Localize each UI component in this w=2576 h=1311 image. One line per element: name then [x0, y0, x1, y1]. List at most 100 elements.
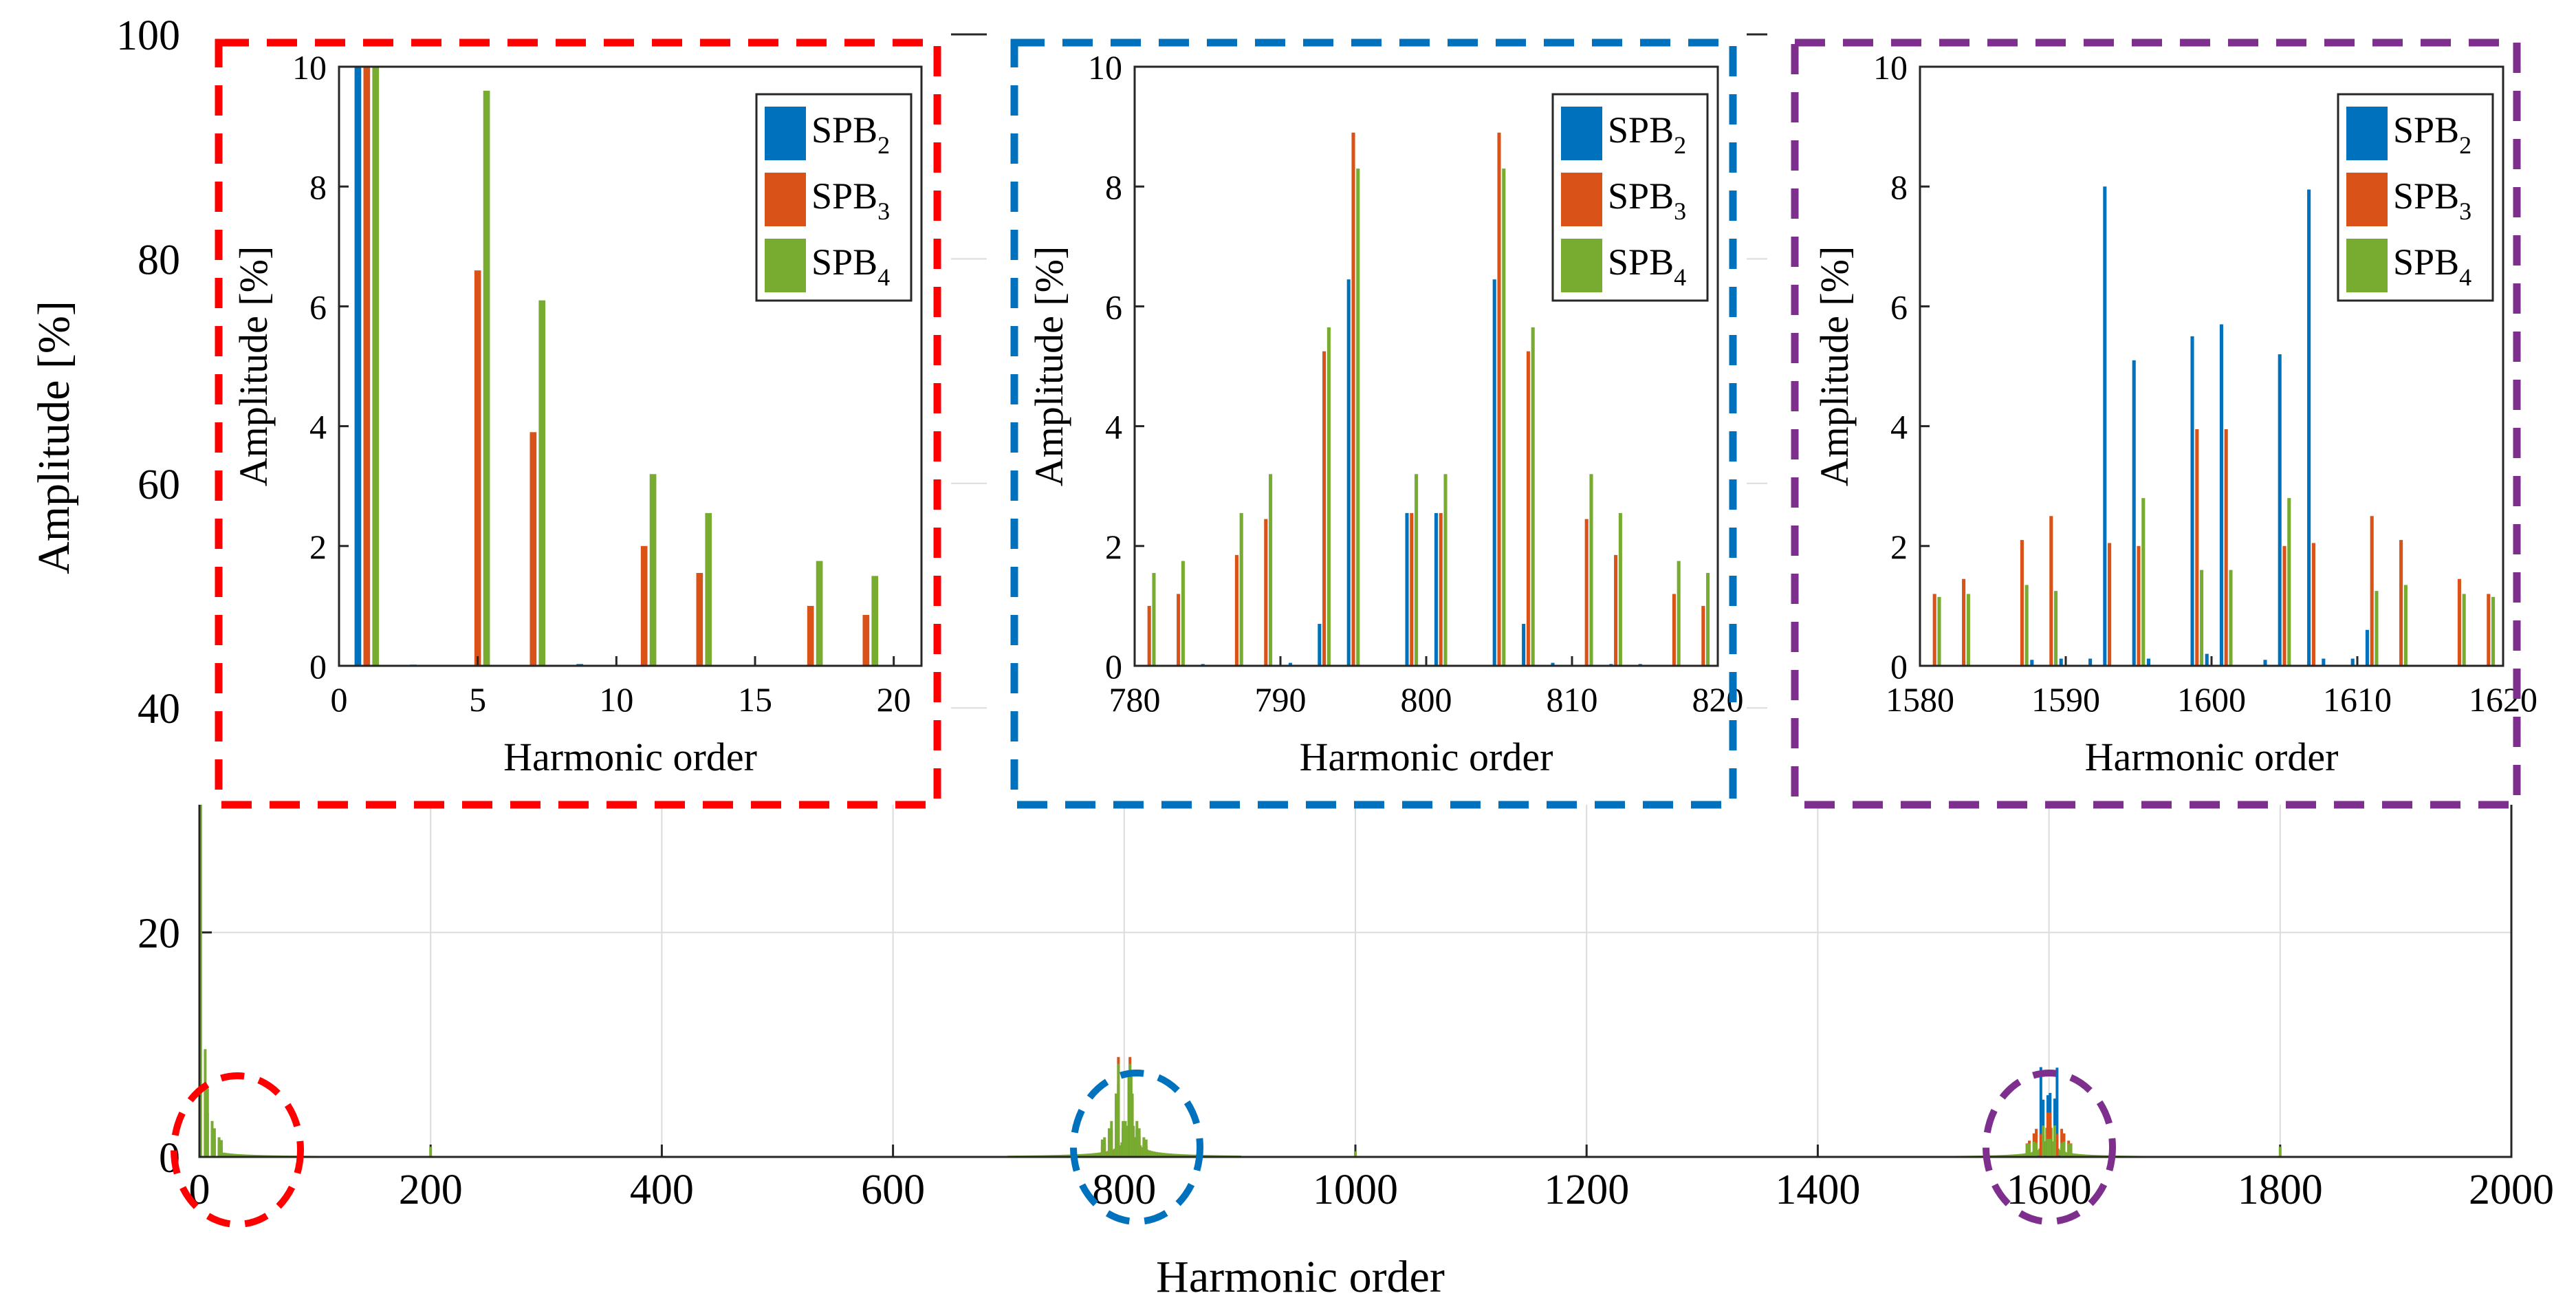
- overview-bar-spb4: [1060, 1154, 1064, 1157]
- overview-bar-spb4: [1159, 1152, 1163, 1157]
- bar-spb2: [2190, 336, 2194, 666]
- bar-spb2: [354, 67, 362, 666]
- bar-spb3: [1234, 554, 1238, 666]
- overview-bar-spb4: [2060, 1142, 2064, 1157]
- overview-bar-spb2: [2055, 1068, 2059, 1157]
- main-x-axis-label: Harmonic order: [1156, 1252, 1445, 1302]
- bar-spb2: [1551, 662, 1555, 666]
- legend-base: SPB: [1608, 109, 1674, 151]
- inset-dashed-frame: [1791, 39, 2521, 809]
- bar-spb4: [1589, 474, 1593, 666]
- x-tick-label: 400: [630, 1167, 694, 1213]
- legend-label-spb2: SPB2: [2393, 109, 2471, 159]
- overview-bar-spb4: [243, 1154, 246, 1157]
- inset-y-tick-label: 8: [309, 168, 327, 206]
- overview-bar-spb4: [1065, 1154, 1068, 1157]
- bar-spb2: [1522, 624, 1526, 666]
- overview-bar-spb4: [2025, 1144, 2029, 1157]
- bar-spb4: [1415, 474, 1419, 666]
- y-tick-label: 80: [138, 237, 180, 283]
- legend-swatch-spb2: [1561, 107, 1602, 160]
- inset-x-tick-label: 1620: [2469, 680, 2537, 719]
- inset-x-tick-label: 5: [469, 680, 486, 719]
- overview-bar-spb4: [1192, 1154, 1195, 1157]
- bar-spb3: [2311, 543, 2315, 666]
- legend-subscript: 2: [1674, 131, 1686, 159]
- legend-base: SPB: [1608, 241, 1674, 283]
- overview-bar-spb4: [250, 1154, 253, 1157]
- bar-spb4: [1269, 474, 1273, 666]
- inset-y-tick-label: 6: [309, 288, 327, 326]
- inset-x-tick-label: 1610: [2323, 680, 2392, 719]
- inset-x-tick-label: 20: [877, 680, 911, 719]
- legend-base: SPB: [2393, 175, 2459, 217]
- legend-subscript: 3: [877, 197, 890, 225]
- overview-bar-spb4: [2010, 1154, 2013, 1157]
- inset-x-tick-label: 800: [1401, 680, 1452, 719]
- overview-bar-spb4: [219, 1140, 223, 1157]
- overview-bar-spb4: [1086, 1153, 1089, 1157]
- overview-bar-spb4: [1173, 1153, 1177, 1157]
- overview-bar-spb4: [2020, 1153, 2023, 1157]
- bar-spb3: [1526, 351, 1530, 666]
- legend-base: SPB: [2393, 109, 2459, 151]
- bar-spb3: [1322, 351, 1327, 666]
- bar-spb4: [2054, 591, 2058, 666]
- overview-bar-spb4: [1093, 1153, 1096, 1157]
- overview-bar-spb4: [2008, 1154, 2011, 1157]
- bar-spb4: [649, 474, 657, 666]
- overview-bar-spb4: [1142, 1137, 1146, 1157]
- bar-spb3: [1410, 512, 1414, 666]
- overview-bar-spb4: [1076, 1154, 1080, 1157]
- overview-bar-spb4: [2089, 1154, 2093, 1157]
- legend-subscript: 2: [2459, 131, 2471, 159]
- bar-spb3: [530, 432, 537, 666]
- legend-swatch-spb3: [2346, 173, 2388, 226]
- overview-bar-spb4: [1081, 1153, 1084, 1157]
- inset-y-tick-label: 4: [309, 408, 327, 446]
- legend-label-spb2: SPB2: [811, 109, 890, 159]
- bar-spb2: [2146, 658, 2150, 666]
- overview-bar-spb4: [2046, 1138, 2049, 1157]
- bar-spb2: [1434, 512, 1438, 666]
- inset-y-tick-label: 0: [1890, 647, 1908, 686]
- inset-plot-frame: [338, 65, 923, 667]
- overview-bar-spb4: [2084, 1154, 2088, 1157]
- overview-bar-spb4: [1062, 1154, 1066, 1157]
- overview-bar-spb3: [2046, 1112, 2049, 1157]
- overview-bar-spb4: [212, 1128, 216, 1157]
- bar-spb4: [538, 300, 546, 666]
- overview-bar-spb4: [1131, 1093, 1134, 1157]
- legend-label-spb3: SPB3: [811, 175, 890, 225]
- overview-bar-spb4: [1144, 1139, 1148, 1157]
- overview-bar-spb4: [238, 1154, 241, 1157]
- overview-bar-spb4: [224, 1153, 228, 1157]
- x-tick-label: 1000: [1313, 1167, 1398, 1213]
- overview-bar-spb4: [2028, 1143, 2031, 1157]
- overview-bar-spb4: [2032, 1141, 2035, 1157]
- inset-y-tick-label: 8: [1890, 168, 1908, 206]
- overview-bar-spb4: [1128, 1063, 1132, 1157]
- overview-bar-spb4: [1067, 1154, 1071, 1157]
- bar-spb2: [2088, 658, 2093, 666]
- bar-spb3: [1962, 578, 1966, 666]
- bar-spb3: [2457, 578, 2461, 666]
- bar-spb3: [862, 614, 870, 666]
- overview-bar-spb4: [1150, 1151, 1154, 1157]
- legend-base: SPB: [811, 109, 877, 151]
- bar-spb2: [1405, 512, 1409, 666]
- overview-bar-spb4: [1058, 1154, 1061, 1157]
- bar-spb3: [2195, 429, 2199, 666]
- overview-bar-spb4: [2015, 1154, 2018, 1157]
- overview-bar-spb4: [1171, 1153, 1175, 1157]
- inset-x-tick-label: 790: [1255, 680, 1307, 719]
- overview-bar-spb4: [241, 1154, 244, 1157]
- x-tick-label: 200: [399, 1167, 463, 1213]
- x-tick-label: 1200: [1544, 1167, 1629, 1213]
- overview-bar-spb4: [1097, 1152, 1100, 1157]
- inset-y-tick-label: 10: [1873, 48, 1908, 87]
- bar-spb2: [2278, 354, 2282, 666]
- overview-bar-spb4: [1185, 1154, 1188, 1157]
- overview-bar-spb4: [227, 1153, 230, 1157]
- overview-bar-spb4: [2278, 1147, 2282, 1157]
